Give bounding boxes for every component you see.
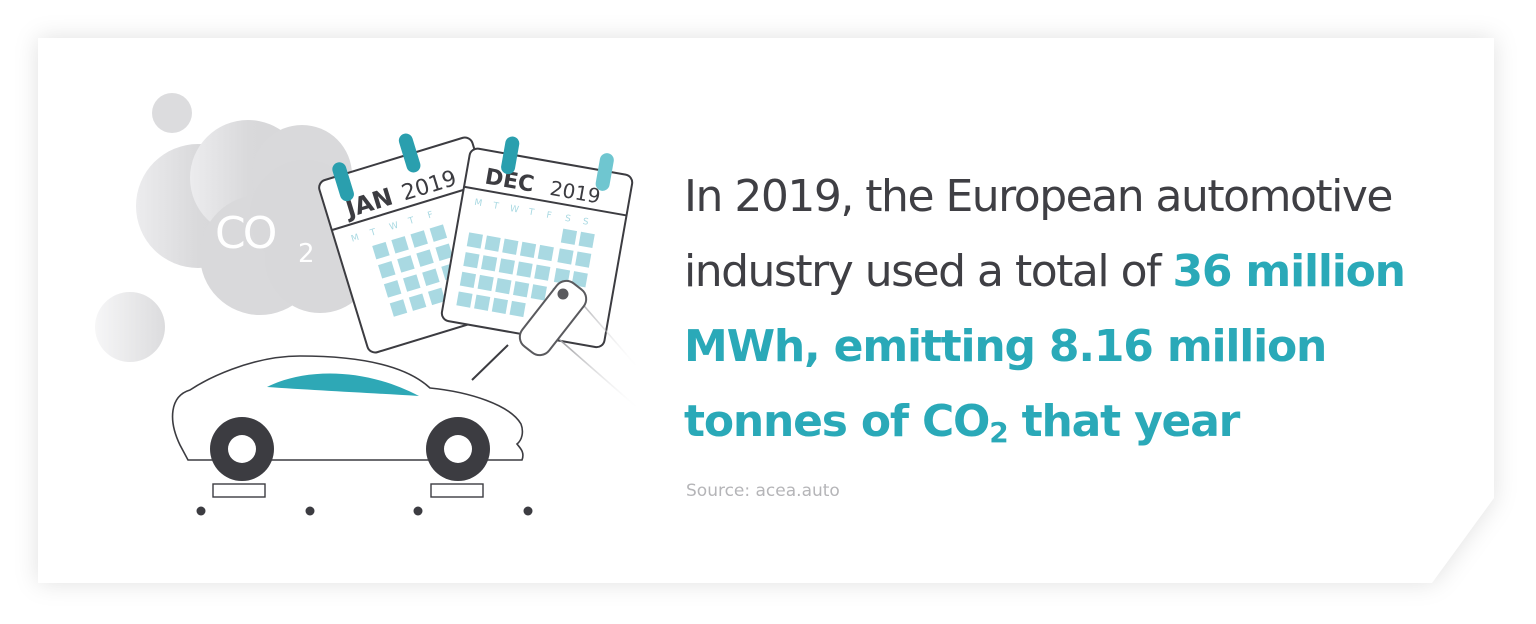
headline-line-1: In 2019, the European automotive bbox=[684, 171, 1393, 222]
svg-text:F: F bbox=[427, 210, 435, 221]
svg-text:T: T bbox=[527, 207, 536, 218]
svg-text:S: S bbox=[564, 214, 572, 225]
svg-text:M: M bbox=[350, 233, 360, 245]
source-citation: Source: acea.auto bbox=[686, 481, 840, 501]
svg-text:W: W bbox=[388, 221, 400, 233]
svg-text:W: W bbox=[509, 204, 520, 215]
svg-text:T: T bbox=[491, 201, 500, 212]
svg-text:T: T bbox=[406, 216, 416, 228]
conveyor-belt-icon bbox=[100, 483, 645, 524]
svg-text:S: S bbox=[582, 217, 590, 228]
smoke-puff-icon bbox=[95, 93, 192, 362]
headline-line-4: tonnes of CO2 that year bbox=[684, 396, 1240, 449]
svg-text:T: T bbox=[368, 227, 378, 239]
svg-text:CO: CO bbox=[215, 208, 276, 259]
emissions-stat: MWh, emitting 8.16 million bbox=[684, 321, 1327, 372]
headline-statement: In 2019, the European automotive industr… bbox=[684, 158, 1464, 458]
car-icon bbox=[171, 355, 524, 481]
energy-stat: 36 million bbox=[1172, 246, 1405, 297]
robot-arm-icon bbox=[471, 279, 641, 411]
svg-text:M: M bbox=[474, 198, 483, 209]
headline-line-2: industry used a total of 36 million bbox=[684, 246, 1406, 297]
svg-text:F: F bbox=[545, 211, 552, 222]
headline-line-3: MWh, emitting 8.16 million bbox=[684, 308, 1464, 383]
svg-text:2: 2 bbox=[298, 239, 315, 269]
